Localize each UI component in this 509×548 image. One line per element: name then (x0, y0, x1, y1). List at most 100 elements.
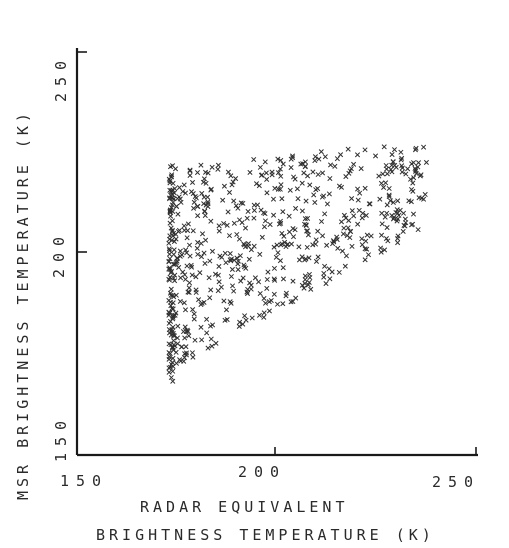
data-point (170, 187, 176, 193)
data-point (307, 182, 313, 188)
data-point (210, 322, 216, 328)
data-point (184, 250, 190, 256)
data-point (205, 199, 211, 205)
data-point (362, 257, 368, 263)
data-point (198, 302, 204, 308)
data-point (241, 262, 247, 268)
data-point (170, 355, 176, 361)
data-point (221, 298, 227, 304)
data-point (390, 159, 396, 165)
data-point (384, 171, 390, 177)
data-point (383, 180, 389, 186)
data-point (172, 312, 178, 318)
data-point (345, 146, 351, 152)
data-point (366, 201, 372, 207)
data-point (316, 156, 322, 162)
data-point (275, 170, 281, 176)
data-point (277, 186, 283, 192)
data-point (384, 225, 390, 231)
data-point (415, 164, 421, 170)
data-point (201, 176, 207, 182)
data-point (194, 169, 201, 176)
data-point (216, 228, 222, 234)
data-point (198, 254, 205, 260)
data-point (180, 269, 186, 275)
data-point (185, 221, 191, 227)
data-point (288, 156, 294, 162)
x-tick-label-150: 150 (60, 472, 108, 490)
data-point (235, 267, 241, 273)
data-point (209, 343, 215, 349)
data-point (293, 205, 299, 211)
data-point (218, 284, 224, 290)
data-point (349, 208, 355, 214)
data-point (384, 166, 390, 172)
data-point (270, 212, 277, 218)
data-point (175, 229, 181, 235)
data-point (315, 171, 321, 178)
data-point (355, 186, 361, 192)
data-point (284, 242, 290, 248)
data-point (175, 211, 181, 217)
data-point (231, 220, 237, 226)
data-point (321, 270, 327, 276)
data-point (181, 182, 187, 188)
data-point (166, 330, 173, 336)
data-point (296, 244, 302, 250)
data-point (183, 344, 189, 350)
data-point (275, 186, 281, 192)
y-tick-label-200: 200 (50, 230, 68, 278)
data-point (167, 274, 173, 280)
y-axis-title: MSR BRIGHTNESS TEMPERATURE (K) (14, 109, 32, 500)
data-point (227, 299, 233, 305)
data-point (228, 256, 235, 262)
data-point (410, 211, 417, 217)
data-point (251, 215, 257, 221)
data-point (312, 199, 318, 206)
data-point (168, 192, 174, 198)
data-point (286, 213, 292, 219)
data-point (292, 176, 298, 182)
data-point (338, 219, 345, 225)
data-point (193, 274, 199, 280)
data-point (169, 237, 175, 243)
data-point (195, 251, 201, 257)
data-point (201, 250, 207, 256)
data-point (362, 185, 368, 191)
data-point (313, 258, 320, 264)
data-point (251, 207, 257, 213)
data-point (288, 299, 294, 305)
data-point (332, 163, 338, 169)
data-point (301, 285, 307, 291)
data-point (319, 233, 326, 239)
data-point (382, 247, 388, 253)
data-point (262, 159, 268, 165)
x-tick-label-200: 200 (238, 463, 286, 481)
data-point (166, 297, 172, 303)
data-point (395, 198, 401, 204)
data-point (237, 319, 243, 325)
data-point (405, 166, 411, 172)
data-point (168, 286, 174, 292)
data-point (229, 283, 236, 289)
data-point (365, 252, 372, 258)
data-point (182, 307, 189, 313)
data-point (322, 211, 328, 217)
data-point (190, 191, 196, 197)
data-point (279, 230, 285, 236)
data-point (331, 239, 337, 245)
data-point (167, 207, 173, 213)
data-point (171, 275, 177, 281)
data-point (199, 337, 205, 343)
data-point (399, 169, 405, 175)
data-point (281, 233, 287, 239)
data-point (170, 378, 176, 384)
y-tick-label-250: 250 (52, 54, 70, 102)
data-point (251, 156, 257, 163)
data-point (319, 170, 326, 176)
data-point (173, 203, 180, 210)
scatter-points (166, 144, 429, 384)
data-point (266, 299, 272, 305)
data-point (224, 316, 230, 323)
